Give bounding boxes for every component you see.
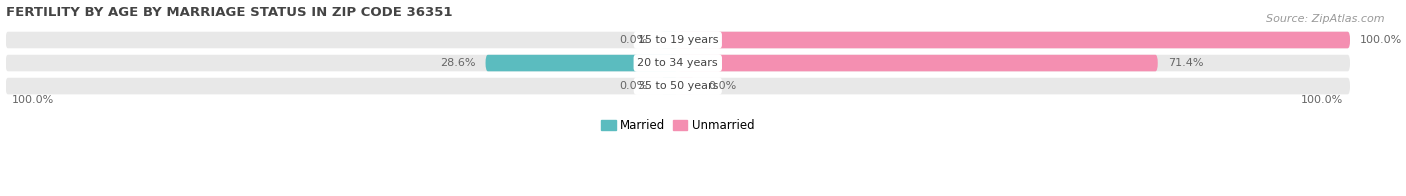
FancyBboxPatch shape: [485, 55, 678, 71]
Text: 20 to 34 years: 20 to 34 years: [637, 58, 718, 68]
FancyBboxPatch shape: [661, 78, 678, 94]
Text: 100.0%: 100.0%: [1360, 35, 1402, 45]
FancyBboxPatch shape: [6, 78, 1350, 94]
Text: 35 to 50 years: 35 to 50 years: [637, 81, 718, 91]
Text: FERTILITY BY AGE BY MARRIAGE STATUS IN ZIP CODE 36351: FERTILITY BY AGE BY MARRIAGE STATUS IN Z…: [6, 5, 453, 19]
FancyBboxPatch shape: [6, 32, 1350, 48]
Text: 0.0%: 0.0%: [619, 81, 648, 91]
Text: 100.0%: 100.0%: [13, 95, 55, 105]
Text: Source: ZipAtlas.com: Source: ZipAtlas.com: [1267, 14, 1385, 24]
FancyBboxPatch shape: [678, 32, 1350, 48]
Text: 71.4%: 71.4%: [1168, 58, 1204, 68]
Text: 100.0%: 100.0%: [1301, 95, 1343, 105]
FancyBboxPatch shape: [661, 32, 678, 48]
FancyBboxPatch shape: [6, 55, 1350, 71]
FancyBboxPatch shape: [678, 55, 1157, 71]
Text: 15 to 19 years: 15 to 19 years: [637, 35, 718, 45]
Text: 0.0%: 0.0%: [709, 81, 737, 91]
Text: 0.0%: 0.0%: [619, 35, 648, 45]
Text: 28.6%: 28.6%: [440, 58, 475, 68]
FancyBboxPatch shape: [678, 78, 695, 94]
Legend: Married, Unmarried: Married, Unmarried: [596, 114, 759, 137]
